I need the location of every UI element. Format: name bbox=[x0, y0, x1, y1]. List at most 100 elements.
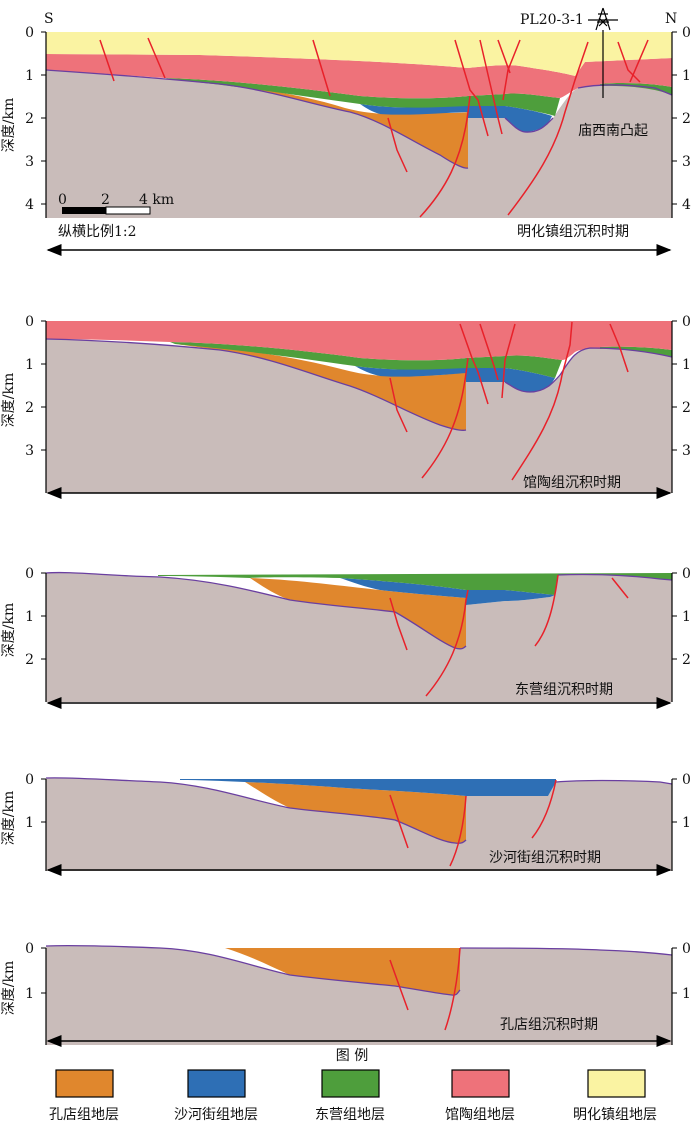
legend: 图 例 孔店组地层 沙河街组地层 东营组地层 馆陶组地层 明化镇组地层 bbox=[49, 1048, 657, 1123]
guantao-layer bbox=[46, 54, 672, 99]
basement-top-line bbox=[45, 944, 673, 996]
depth-tick: 0 bbox=[682, 314, 691, 330]
fault-line bbox=[147, 37, 166, 79]
legend-swatch-dongying bbox=[321, 1069, 380, 1098]
depth-tick: 0 bbox=[682, 772, 691, 788]
fault-line bbox=[609, 323, 629, 373]
fault-line bbox=[312, 39, 331, 97]
well-icon bbox=[588, 7, 618, 98]
fault-line bbox=[531, 779, 557, 839]
kongdian-layer bbox=[250, 578, 466, 649]
depth-tick: 1 bbox=[25, 815, 34, 831]
well-name: PL20-3-1 bbox=[520, 12, 584, 28]
panel-dongying: 0 1 2 0 1 2 深度/km 东营组沉积时期 bbox=[1, 566, 691, 709]
fault-line bbox=[389, 794, 409, 849]
legend-label: 孔店组地层 bbox=[49, 1107, 119, 1123]
y-axis-label: 深度/km bbox=[1, 791, 17, 845]
legend-label: 馆陶组地层 bbox=[445, 1107, 515, 1123]
basement-layer bbox=[46, 70, 672, 218]
depth-tick: 0 bbox=[25, 941, 34, 957]
depth-tick: 3 bbox=[682, 154, 691, 170]
kongdian-layer bbox=[175, 80, 468, 169]
y-axis-label: 深度/km bbox=[1, 603, 17, 657]
fault-lines bbox=[389, 779, 557, 867]
basement-layer bbox=[46, 777, 672, 871]
structure-label: 庙西南凸起 bbox=[578, 123, 648, 139]
panel-shahejie: 0 1 0 1 深度/km 沙河街组沉积时期 bbox=[1, 772, 691, 876]
depth-tick: 1 bbox=[25, 986, 34, 1002]
depth-tick: 1 bbox=[682, 609, 691, 625]
north-label: N bbox=[665, 11, 677, 27]
fault-line bbox=[387, 117, 408, 173]
scale-tick: 4 km bbox=[139, 192, 174, 208]
fault-lines bbox=[389, 574, 629, 697]
fault-lines bbox=[99, 37, 649, 218]
fault-line bbox=[511, 321, 573, 481]
fault-line bbox=[389, 597, 408, 651]
legend-swatch-guantao bbox=[451, 1069, 510, 1098]
depth-tick: 2 bbox=[25, 400, 34, 416]
depth-tick: 2 bbox=[682, 111, 691, 127]
depth-tick: 2 bbox=[682, 400, 691, 416]
panel-label: 孔店组沉积时期 bbox=[500, 1017, 598, 1033]
panel-label: 馆陶组沉积时期 bbox=[523, 475, 621, 491]
depth-tick: 0 bbox=[25, 772, 34, 788]
depth-tick: 0 bbox=[682, 25, 691, 41]
fault-line bbox=[389, 959, 409, 1011]
depth-tick: 4 bbox=[25, 197, 34, 213]
basement-layer bbox=[46, 945, 672, 1045]
depth-tick: 0 bbox=[25, 314, 34, 330]
depth-tick: 0 bbox=[25, 566, 34, 582]
y-axis-label: 深度/km bbox=[1, 373, 17, 427]
fault-line bbox=[502, 39, 521, 101]
shahejie-layer bbox=[340, 578, 555, 605]
kongdian-layer bbox=[245, 782, 466, 844]
kongdian-layer bbox=[225, 948, 460, 996]
fault-line bbox=[444, 947, 461, 1031]
depth-tick: 3 bbox=[25, 443, 34, 459]
depth-tick: 4 bbox=[682, 197, 691, 213]
depth-tick: 3 bbox=[682, 443, 691, 459]
basement-top-line bbox=[45, 338, 673, 431]
basement-top-line bbox=[45, 777, 673, 844]
basement-top-line bbox=[45, 69, 673, 169]
y-axis-label: 深度/km bbox=[1, 98, 17, 152]
legend-swatch-kongdian bbox=[55, 1069, 114, 1098]
south-label: S bbox=[44, 11, 54, 27]
y-axis-label: 深度/km bbox=[1, 961, 17, 1015]
shahejie-layer bbox=[355, 366, 555, 392]
scale-tick: 0 bbox=[58, 192, 67, 208]
basement-layer bbox=[46, 572, 672, 702]
legend-label: 明化镇组地层 bbox=[573, 1107, 657, 1123]
fault-line bbox=[419, 95, 471, 218]
shahejie-layer bbox=[180, 779, 556, 796]
panel-label: 明化镇组沉积时期 bbox=[517, 224, 629, 240]
fault-line bbox=[454, 39, 489, 137]
panel-label: 东营组沉积时期 bbox=[515, 682, 613, 698]
depth-tick: 0 bbox=[682, 566, 691, 582]
fault-line bbox=[421, 357, 469, 479]
fault-line bbox=[501, 323, 516, 399]
fault-line bbox=[534, 574, 559, 647]
panel-label: 沙河街组沉积时期 bbox=[489, 850, 601, 866]
depth-tick: 1 bbox=[682, 986, 691, 1002]
depth-tick: 1 bbox=[682, 357, 691, 373]
depth-tick: 2 bbox=[682, 652, 691, 668]
fault-line bbox=[425, 589, 469, 697]
fault-lines bbox=[389, 947, 461, 1031]
dongying-layer bbox=[170, 342, 672, 378]
fault-line bbox=[507, 41, 589, 216]
guantao-layer bbox=[46, 321, 672, 361]
depth-tick: 0 bbox=[25, 25, 34, 41]
fault-line bbox=[459, 323, 489, 405]
fault-line bbox=[479, 39, 503, 135]
fault-line bbox=[629, 39, 649, 83]
scale-tick: 2 bbox=[101, 192, 110, 208]
depth-tick: 1 bbox=[25, 68, 34, 84]
shahejie-layer bbox=[360, 104, 552, 132]
fault-line bbox=[449, 795, 467, 867]
depth-tick: 0 bbox=[682, 941, 691, 957]
depth-tick: 2 bbox=[25, 111, 34, 127]
depth-tick: 1 bbox=[682, 815, 691, 831]
